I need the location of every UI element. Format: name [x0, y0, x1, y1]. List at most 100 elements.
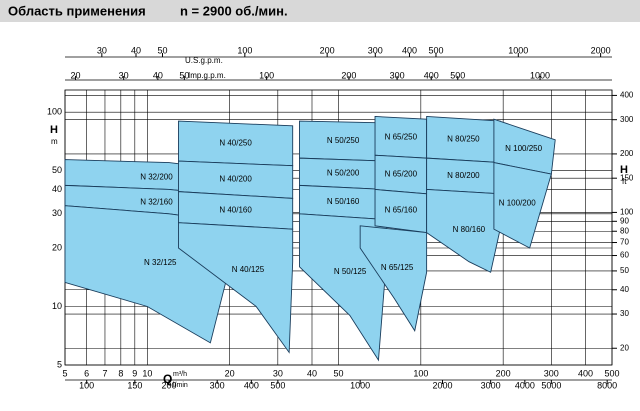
region-label: N 50/160	[327, 197, 360, 206]
x-tick-label: 5	[62, 368, 67, 378]
x4-tick-label: 40	[153, 70, 163, 80]
y-tick-label: 30	[52, 208, 62, 218]
x3-unit: l/min	[173, 382, 188, 389]
x-tick-label: 20	[225, 368, 235, 378]
pump-region	[493, 162, 552, 249]
x2-tick-label: 50	[157, 45, 167, 55]
x3-tick-label: 200	[162, 380, 177, 390]
region-label: N 32/125	[144, 258, 177, 267]
x-tick-label: 6	[84, 368, 89, 378]
region-label: N 50/200	[327, 169, 360, 178]
region-label: N 80/160	[453, 225, 486, 234]
y2-unit: ft	[622, 177, 627, 186]
y-tick-label: 40	[52, 184, 62, 194]
x4-tick-label: 50	[179, 70, 189, 80]
x2-tick-label: 2000	[591, 45, 611, 55]
region-label: N 32/160	[140, 197, 173, 206]
x2-tick-label: 40	[131, 45, 141, 55]
x-tick-label: 200	[496, 368, 511, 378]
y-tick-label: 100	[47, 107, 62, 117]
x2-tick-label: 30	[97, 45, 107, 55]
region-label: N 65/250	[385, 132, 418, 141]
pump-region	[178, 222, 294, 354]
y2-tick-label: 150	[620, 173, 634, 182]
x2-tick-label: 1000	[508, 45, 528, 55]
region-label: N 50/250	[327, 136, 360, 145]
x3-tick-label: 150	[127, 380, 142, 390]
x-tick-label: 30	[273, 368, 283, 378]
x4-tick-label: 400	[424, 70, 439, 80]
y2-tick-label: 300	[620, 115, 634, 124]
x3-tick-label: 300	[210, 380, 225, 390]
y2-tick-label: 20	[620, 343, 629, 352]
x3-tick-label: 400	[244, 380, 259, 390]
region-label: N 65/125	[381, 263, 414, 272]
y2-tick-label: 50	[620, 266, 629, 275]
x2-label: U.S.g.p.m.	[185, 56, 223, 65]
x3-tick-label: 8000	[597, 380, 617, 390]
region-label: N 40/250	[219, 139, 252, 148]
chart-subtitle: n = 2900 об./мин.	[180, 3, 288, 18]
x3-tick-label: 500	[270, 380, 285, 390]
y2-tick-label: 30	[620, 309, 629, 318]
region-label: N 40/125	[232, 265, 265, 274]
region-label: N 80/250	[447, 135, 480, 144]
x-tick-label: 9	[132, 368, 137, 378]
y-tick-label: 50	[52, 165, 62, 175]
x-tick-label: 500	[604, 368, 619, 378]
y2-tick-label: 40	[620, 285, 629, 294]
y2-tick-label: 200	[620, 149, 634, 158]
x4-tick-label: 300	[390, 70, 405, 80]
region-label: N 32/200	[140, 172, 173, 181]
x4-tick-label: 20	[71, 70, 81, 80]
x3-tick-label: 2000	[432, 380, 452, 390]
x3-tick-label: 5000	[541, 380, 561, 390]
y-unit: m	[51, 137, 58, 146]
y-tick-label: 10	[52, 301, 62, 311]
x-tick-label: 7	[102, 368, 107, 378]
y2-tick-label: 80	[620, 226, 629, 235]
y2-tick-label: 90	[620, 216, 629, 225]
region-label: N 100/200	[499, 199, 536, 208]
y2-tick-label: 100	[620, 208, 634, 217]
x3-tick-label: 3000	[481, 380, 501, 390]
y2-tick-label: 70	[620, 238, 629, 247]
x-unit: m³/h	[173, 371, 187, 378]
x-label: Q	[163, 372, 172, 386]
y2-tick-label: 400	[620, 91, 634, 100]
y-label: H	[50, 124, 58, 136]
y-tick-label: 20	[52, 242, 62, 252]
x-tick-label: 50	[333, 368, 343, 378]
x4-label: Imp.g.p.m.	[188, 71, 226, 80]
y2-label: H	[620, 164, 628, 176]
region-label: N 65/160	[385, 206, 418, 215]
x4-tick-label: 200	[341, 70, 356, 80]
x4-tick-label: 30	[119, 70, 129, 80]
title-bar	[0, 0, 640, 22]
x2-tick-label: 100	[237, 45, 252, 55]
x2-tick-label: 500	[428, 45, 443, 55]
x2-tick-label: 400	[402, 45, 417, 55]
x-tick-label: 10	[142, 368, 152, 378]
chart-title: Область применения	[8, 3, 146, 18]
x4-tick-label: 1000	[530, 70, 550, 80]
region-label: N 50/125	[334, 267, 367, 276]
x-tick-label: 100	[413, 368, 428, 378]
region-label: N 100/250	[505, 144, 542, 153]
x-tick-label: 40	[307, 368, 317, 378]
y-tick-label: 5	[57, 359, 62, 369]
region-label: N 40/200	[219, 174, 252, 183]
x3-tick-label: 4000	[515, 380, 535, 390]
region-label: N 65/200	[385, 169, 418, 178]
x4-tick-label: 500	[450, 70, 465, 80]
x4-tick-label: 100	[259, 70, 274, 80]
x-tick-label: 400	[578, 368, 593, 378]
x-tick-label: 300	[544, 368, 559, 378]
x-tick-label: 8	[118, 368, 123, 378]
x3-tick-label: 100	[79, 380, 94, 390]
region-label: N 80/200	[447, 171, 480, 180]
x2-tick-label: 300	[368, 45, 383, 55]
x3-tick-label: 1000	[350, 380, 370, 390]
region-label: N 40/160	[219, 206, 252, 215]
